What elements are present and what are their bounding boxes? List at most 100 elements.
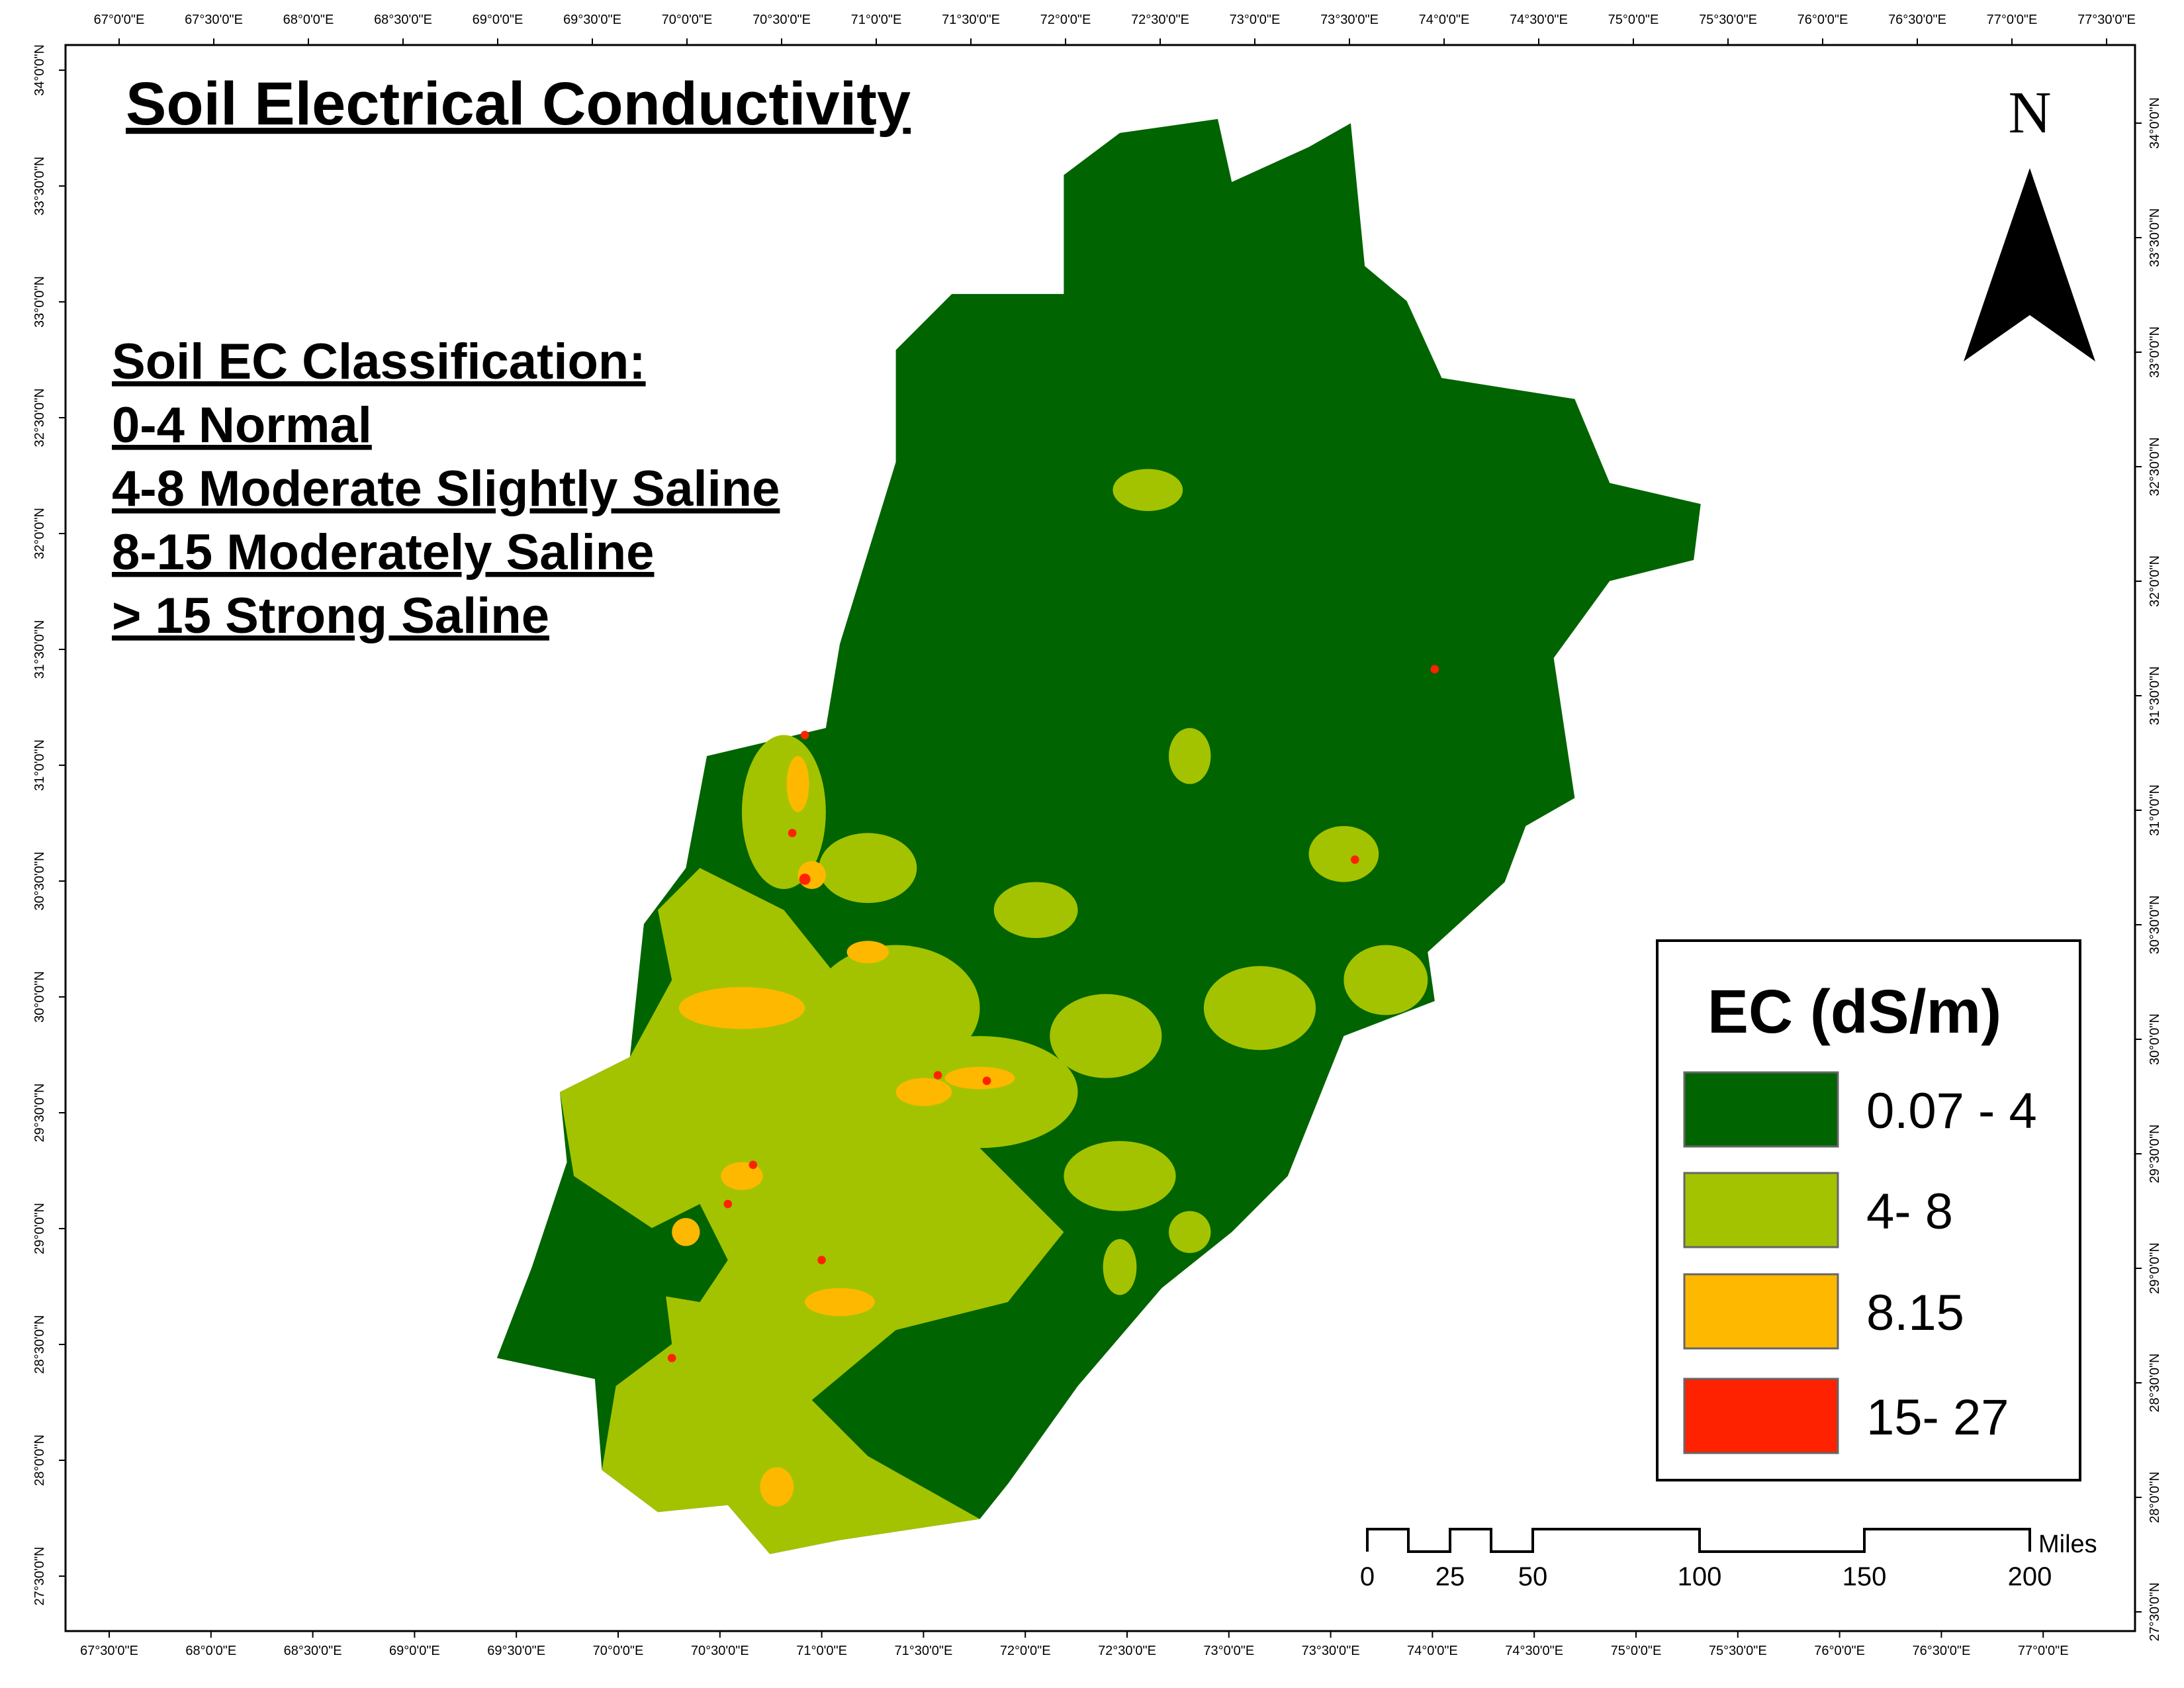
graticule-label: 73°0'0"E [1230,13,1281,27]
north-label: N [2009,80,2052,146]
graticule-label: 67°30'0"E [80,1644,138,1658]
graticule-label: 30°0'0"N [32,971,47,1023]
graticule-label: 74°0'0"E [1407,1644,1458,1658]
graticule-label: 75°0'0"E [1611,1644,1662,1658]
graticule-label: 77°0'0"E [1987,13,2038,27]
graticule-label: 76°30'0"E [1888,13,1946,27]
legend-swatch [1683,1273,1839,1350]
graticule-label: 75°0'0"E [1608,13,1659,27]
legend-title: EC (dS/m) [1707,977,2001,1046]
graticule-label: 70°0'0"E [593,1644,644,1658]
graticule-label: 27°30'0"N [2148,1583,2162,1642]
graticule-label: 69°0'0"E [389,1644,440,1658]
graticule-label: 69°0'0"E [473,13,523,27]
graticule-label: 28°0'0"N [32,1434,47,1486]
graticule-label: 69°30'0"E [563,13,621,27]
graticule-label: 75°30'0"E [1699,13,1757,27]
legend-items: 0.07 - 4 4- 8 8.15 15- 27 [1683,1071,2037,1454]
graticule-label: 32°0'0"N [2148,555,2162,607]
graticule-label: 70°30'0"E [691,1644,749,1658]
graticule-label: 68°30'0"E [284,1644,342,1658]
scale-label: 100 [1678,1562,1722,1591]
map-frame [64,44,2136,1632]
map-area [496,118,1701,1554]
map-title: Soil Electrical Conductivity [126,70,911,138]
graticule-label: 67°30'0"E [185,13,243,27]
graticule-label: 28°30'0"N [32,1315,47,1374]
graticule-label: 72°0'0"E [1040,13,1091,27]
graticule-label: 70°30'0"E [752,13,811,27]
classification-line: 8-15 Moderately Saline [112,524,654,581]
graticule-label: 29°0'0"N [32,1203,47,1254]
graticule-label: 68°0'0"E [283,13,334,27]
legend-swatch [1683,1172,1839,1248]
classification-line: 0-4 Normal [112,397,372,453]
graticule-label: 77°30'0"E [2077,13,2136,27]
graticule-label: 34°0'0"N [2148,97,2162,149]
graticule-label: 73°30'0"E [1320,13,1379,27]
legend-label: 15- 27 [1866,1389,2009,1446]
graticule-label: 68°30'0"E [374,13,432,27]
classification-line: > 15 Strong Saline [112,588,549,644]
legend-label: 0.07 - 4 [1866,1083,2037,1139]
graticule-label: 76°0'0"E [1797,13,1848,27]
scale-label: 200 [2008,1562,2052,1591]
graticule-label: 72°30'0"E [1131,13,1189,27]
graticule-label: 32°0'0"N [32,508,47,559]
classification: Soil EC Classification: 0-4 Normal 4-8 Mod… [112,334,780,644]
graticule-label: 31°30'0"N [2148,667,2162,726]
graticule-label: 74°30'0"E [1510,13,1568,27]
scale-bar: 0 25 50 100 150 200 Miles [1360,1528,2097,1591]
graticule-label: 72°0'0"E [1000,1644,1051,1658]
scale-unit: Miles [2038,1530,2097,1558]
north-arrow [1964,168,2095,361]
scale-bar-line [1366,1528,2031,1553]
graticule-label: 31°0'0"N [32,739,47,791]
graticule-label: 32°30'0"N [2148,438,2162,496]
graticule-label: 31°30'0"N [32,620,47,679]
graticule-label: 69°30'0"E [487,1644,545,1658]
graticule-label: 71°30'0"E [894,1644,952,1658]
graticule-label: 30°0'0"N [2148,1013,2162,1065]
strong-saline-spots [667,665,1439,1362]
scale-label: 50 [1518,1562,1548,1591]
graticule-label: 72°30'0"E [1098,1644,1156,1658]
graticule-label: 73°30'0"E [1302,1644,1360,1658]
graticule-label: 27°30'0"N [32,1547,47,1606]
graticule-label: 29°30'0"N [2148,1125,2162,1184]
graticule-label: 73°0'0"E [1203,1644,1254,1658]
graticule-label: 33°30'0"N [32,157,47,216]
scale-label: 0 [1360,1562,1375,1591]
graticule-label: 77°0'0"E [2018,1644,2069,1658]
graticule-label: 33°0'0"N [2148,326,2162,378]
legend-label: 8.15 [1866,1285,1964,1341]
scale-label: 25 [1435,1562,1465,1591]
graticule-label: 28°30'0"N [2148,1354,2162,1413]
legend-swatch [1683,1378,1839,1454]
graticule-label: 33°30'0"N [2148,209,2162,267]
graticule-label: 71°30'0"E [942,13,1000,27]
graticule-label: 71°0'0"E [851,13,902,27]
graticule-label: 32°30'0"N [32,389,47,447]
graticule-label: 74°0'0"E [1419,13,1470,27]
graticule: 67°0'0"E 67°30'0"E 68°0'0"E 68°30'0"E 69°0'0… [32,13,2162,1658]
region-normal-inner [643,1203,728,1302]
graticule-label: 31°0'0"N [2148,784,2162,836]
graticule-label: 30°30'0"N [32,852,47,911]
graticule-label: 76°0'0"E [1814,1644,1865,1658]
legend-label: 4- 8 [1866,1184,1953,1240]
graticule-label: 71°0'0"E [796,1644,847,1658]
graticule-label: 34°0'0"N [32,44,47,96]
graticule-label: 30°30'0"N [2148,896,2162,955]
scale-label: 150 [1843,1562,1887,1591]
moderately-saline-patches [672,756,1015,1507]
graticule-label: 29°0'0"N [2148,1243,2162,1294]
graticule-label: 33°0'0"N [32,276,47,328]
graticule-label: 76°30'0"E [1912,1644,1970,1658]
graticule-label: 29°30'0"N [32,1084,47,1143]
title-block: Soil Electrical Conductivity [126,70,911,138]
graticule-label: 75°30'0"E [1709,1644,1767,1658]
graticule-label: 28°0'0"N [2148,1472,2162,1523]
graticule-label: 67°0'0"E [94,13,145,27]
